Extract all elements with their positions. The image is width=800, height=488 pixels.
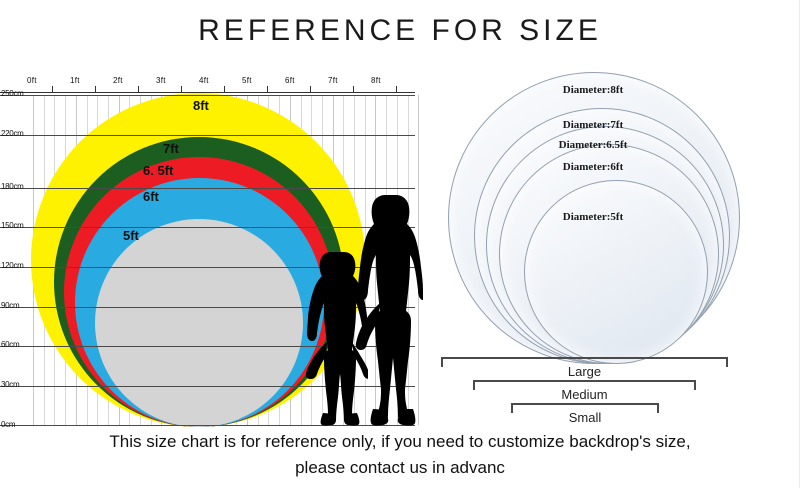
ring-label-8ft: 8ft: [193, 98, 209, 113]
h-line-180cm: [0, 188, 415, 189]
h-line-30cm: [0, 386, 415, 387]
y-tick-label-180cm: 180cm: [1, 182, 24, 191]
x-tick-mark: [310, 86, 311, 92]
h-line-90cm: [0, 307, 415, 308]
plate-label-8ft: Diameter:8ft: [562, 84, 624, 96]
y-tick-label-30cm: 30cm: [1, 380, 20, 389]
plate-label-6ft: Diameter:6ft: [562, 161, 624, 173]
plate-size-panel: Diameter:8ft Diameter:7ft Diameter:6.5ft…: [420, 60, 800, 440]
x-tick-label-1ft: 1ft: [70, 76, 80, 85]
bracket-small: [511, 403, 659, 413]
plate-5ft: [524, 180, 708, 364]
plate-label-6.5ft: Diameter:6.5ft: [558, 139, 628, 151]
y-tick-label-120cm: 120cm: [1, 261, 24, 270]
y-tick-label-90cm: 90cm: [1, 301, 20, 310]
bracket-label-small: Small: [568, 410, 602, 425]
h-line-60cm: [0, 346, 415, 347]
h-line-120cm: [0, 267, 415, 268]
x-tick-label-4ft: 4ft: [199, 76, 209, 85]
child-silhouette: [306, 252, 368, 426]
plate-label-7ft: Diameter:7ft: [562, 119, 624, 131]
y-tick-label-0cm: 0cm: [1, 420, 16, 429]
x-tick-mark: [224, 86, 225, 92]
h-line-220cm: [0, 135, 415, 136]
x-tick-mark: [267, 86, 268, 92]
ring-label-6ft: 6ft: [143, 189, 159, 204]
x-tick-mark: [396, 86, 397, 92]
h-line-250cm: [0, 95, 415, 96]
ring-5ft: [95, 219, 303, 427]
ring-label-6.5ft: 6. 5ft: [143, 163, 174, 178]
x-tick-mark: [52, 86, 53, 92]
h-line-150cm: [0, 227, 415, 228]
ring-label-7ft: 7ft: [163, 141, 179, 156]
y-tick-label-220cm: 220cm: [1, 129, 24, 138]
plate-label-5ft: Diameter:5ft: [562, 211, 624, 223]
plot-area: 8ft 7ft 6. 5ft 6ft 5ft: [0, 93, 423, 427]
x-tick-mark: [181, 86, 182, 92]
footer-line-1: This size chart is for reference only, i…: [109, 432, 691, 451]
x-tick-label-8ft: 8ft: [371, 76, 381, 85]
bracket-label-large: Large: [567, 364, 602, 379]
x-tick-label-0ft: 0ft: [27, 76, 37, 85]
page-title: REFERENCE FOR SIZE: [198, 14, 602, 47]
x-tick-label-5ft: 5ft: [242, 76, 252, 85]
ring-label-5ft: 5ft: [123, 228, 139, 243]
x-tick-label-2ft: 2ft: [113, 76, 123, 85]
height-comparison-panel: 0ft 1ft 2ft 3ft 4ft 5ft 6ft 7ft 8ft: [0, 72, 423, 429]
x-tick-label-6ft: 6ft: [285, 76, 295, 85]
bracket-medium: [473, 380, 696, 390]
x-tick-label-7ft: 7ft: [328, 76, 338, 85]
y-tick-label-150cm: 150cm: [1, 221, 24, 230]
bracket-large: [441, 357, 728, 367]
x-tick-mark: [353, 86, 354, 92]
bracket-label-medium: Medium: [561, 387, 608, 402]
y-tick-label-250cm: 250cm: [1, 89, 24, 98]
adult-silhouette: [355, 195, 423, 426]
x-axis-line: [0, 92, 415, 93]
h-line-0cm: [0, 425, 415, 426]
y-tick-label-60cm: 60cm: [1, 340, 20, 349]
footer-line-2: please contact us in advanc: [295, 458, 505, 477]
x-tick-label-3ft: 3ft: [156, 76, 166, 85]
x-tick-mark: [138, 86, 139, 92]
x-tick-mark: [95, 86, 96, 92]
